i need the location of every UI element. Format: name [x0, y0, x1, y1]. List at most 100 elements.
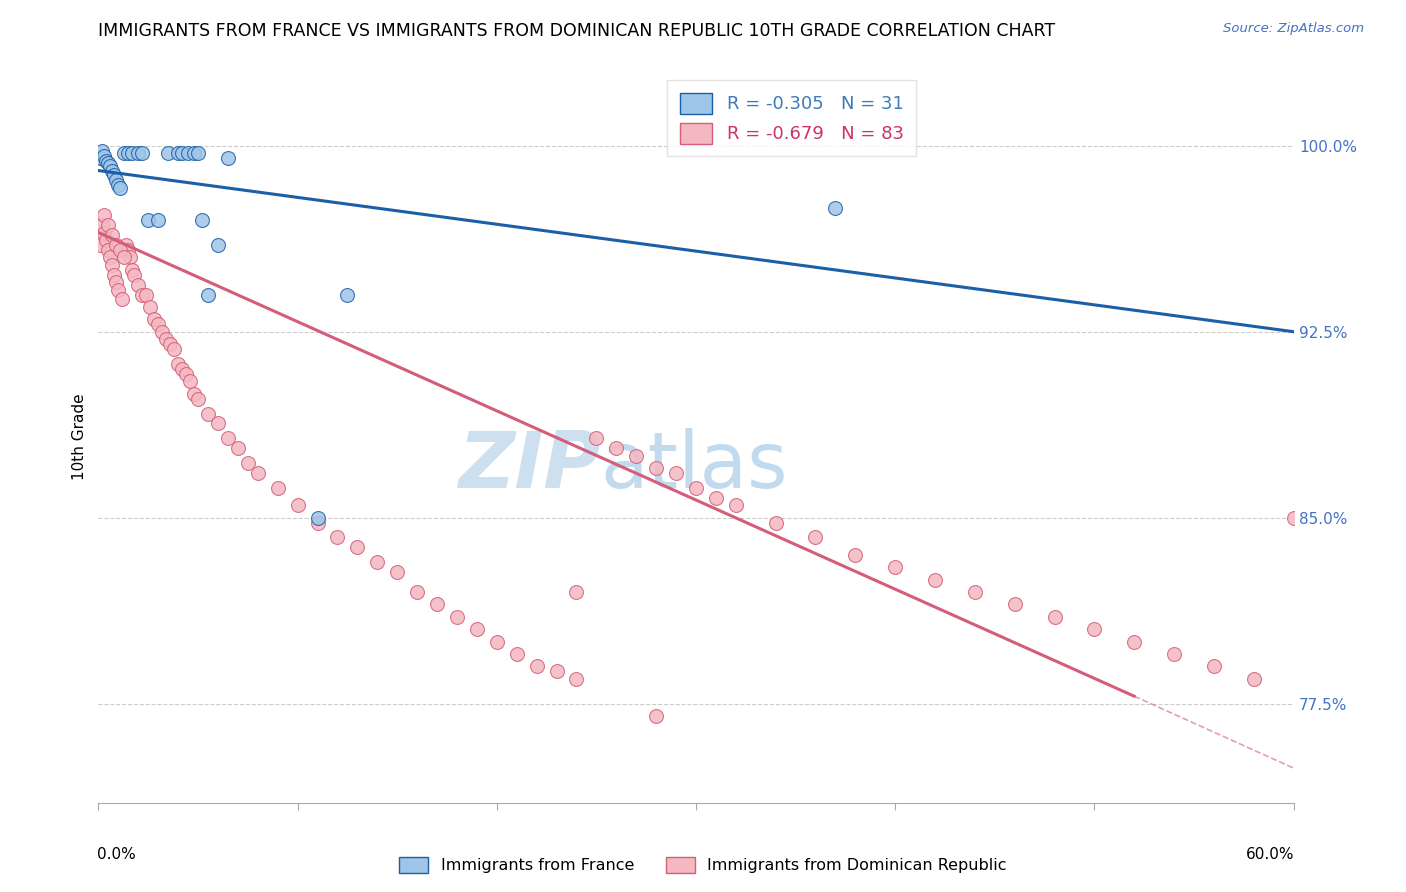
Legend: R = -0.305   N = 31, R = -0.679   N = 83: R = -0.305 N = 31, R = -0.679 N = 83 [666, 80, 917, 156]
Point [96, 233, 118, 247]
Point [307, 510, 329, 524]
Point [665, 466, 688, 480]
Point [1004, 598, 1026, 612]
Point [107, 178, 129, 193]
Point [645, 461, 668, 475]
Point [526, 659, 548, 673]
Point [506, 647, 529, 661]
Point [406, 585, 429, 599]
Point [1282, 510, 1305, 524]
Point [127, 146, 149, 161]
Point [605, 442, 627, 456]
Point [844, 548, 866, 562]
Point [645, 709, 668, 723]
Point [585, 431, 607, 445]
Point [101, 163, 124, 178]
Point [110, 181, 132, 195]
Point [115, 238, 138, 252]
Point [93, 149, 115, 163]
Point [157, 146, 180, 161]
Point [101, 258, 124, 272]
Point [148, 318, 170, 332]
Point [183, 386, 205, 401]
Point [101, 227, 124, 242]
Point [91, 144, 114, 158]
Point [112, 146, 135, 161]
Point [172, 146, 194, 161]
Text: Source: ZipAtlas.com: Source: ZipAtlas.com [1223, 22, 1364, 36]
Point [485, 634, 508, 648]
Point [135, 287, 157, 301]
Point [177, 146, 200, 161]
Point [127, 277, 149, 292]
Point [148, 213, 170, 227]
Point [163, 342, 186, 356]
Point [724, 498, 747, 512]
Point [179, 374, 201, 388]
Point [197, 287, 219, 301]
Point [97, 243, 120, 257]
Point [963, 585, 986, 599]
Point [1202, 659, 1225, 673]
Point [385, 565, 409, 579]
Point [105, 275, 128, 289]
Point [765, 516, 787, 530]
Point [96, 153, 118, 168]
Point [1083, 622, 1105, 636]
Point [112, 250, 135, 264]
Point [191, 213, 214, 227]
Point [236, 456, 259, 470]
Point [804, 531, 827, 545]
Text: ZIP: ZIP [458, 428, 600, 504]
Point [117, 146, 139, 161]
Point [93, 226, 115, 240]
Point [97, 156, 120, 170]
Point [546, 665, 568, 679]
Point [167, 146, 190, 161]
Point [217, 431, 239, 445]
Point [131, 287, 153, 301]
Point [103, 268, 125, 282]
Point [97, 218, 120, 232]
Point [111, 293, 134, 307]
Point [704, 491, 727, 505]
Point [121, 262, 143, 277]
Point [117, 243, 139, 257]
Point [565, 585, 588, 599]
Point [124, 268, 146, 282]
Point [139, 300, 162, 314]
Text: 60.0%: 60.0% [1246, 847, 1295, 862]
Point [565, 672, 588, 686]
Point [207, 238, 229, 252]
Point [217, 151, 239, 165]
Point [107, 283, 129, 297]
Point [110, 243, 132, 257]
Point [187, 146, 209, 161]
Point [267, 481, 290, 495]
Text: IMMIGRANTS FROM FRANCE VS IMMIGRANTS FROM DOMINICAN REPUBLIC 10TH GRADE CORRELAT: IMMIGRANTS FROM FRANCE VS IMMIGRANTS FRO… [98, 22, 1056, 40]
Point [121, 146, 143, 161]
Point [465, 622, 488, 636]
Point [91, 218, 114, 232]
Point [426, 598, 449, 612]
Point [197, 407, 219, 421]
Point [307, 516, 329, 530]
Text: 0.0%: 0.0% [97, 847, 136, 862]
Y-axis label: 10th Grade: 10th Grade [72, 393, 87, 481]
Point [105, 173, 128, 187]
Point [93, 208, 115, 222]
Point [100, 159, 122, 173]
Point [446, 610, 468, 624]
Point [120, 250, 142, 264]
Point [207, 417, 229, 431]
Point [824, 201, 846, 215]
Point [131, 146, 153, 161]
Point [150, 325, 173, 339]
Point [346, 541, 368, 555]
Point [326, 531, 349, 545]
Point [183, 146, 205, 161]
Point [626, 449, 648, 463]
Point [1043, 610, 1066, 624]
Point [143, 312, 166, 326]
Point [172, 362, 194, 376]
